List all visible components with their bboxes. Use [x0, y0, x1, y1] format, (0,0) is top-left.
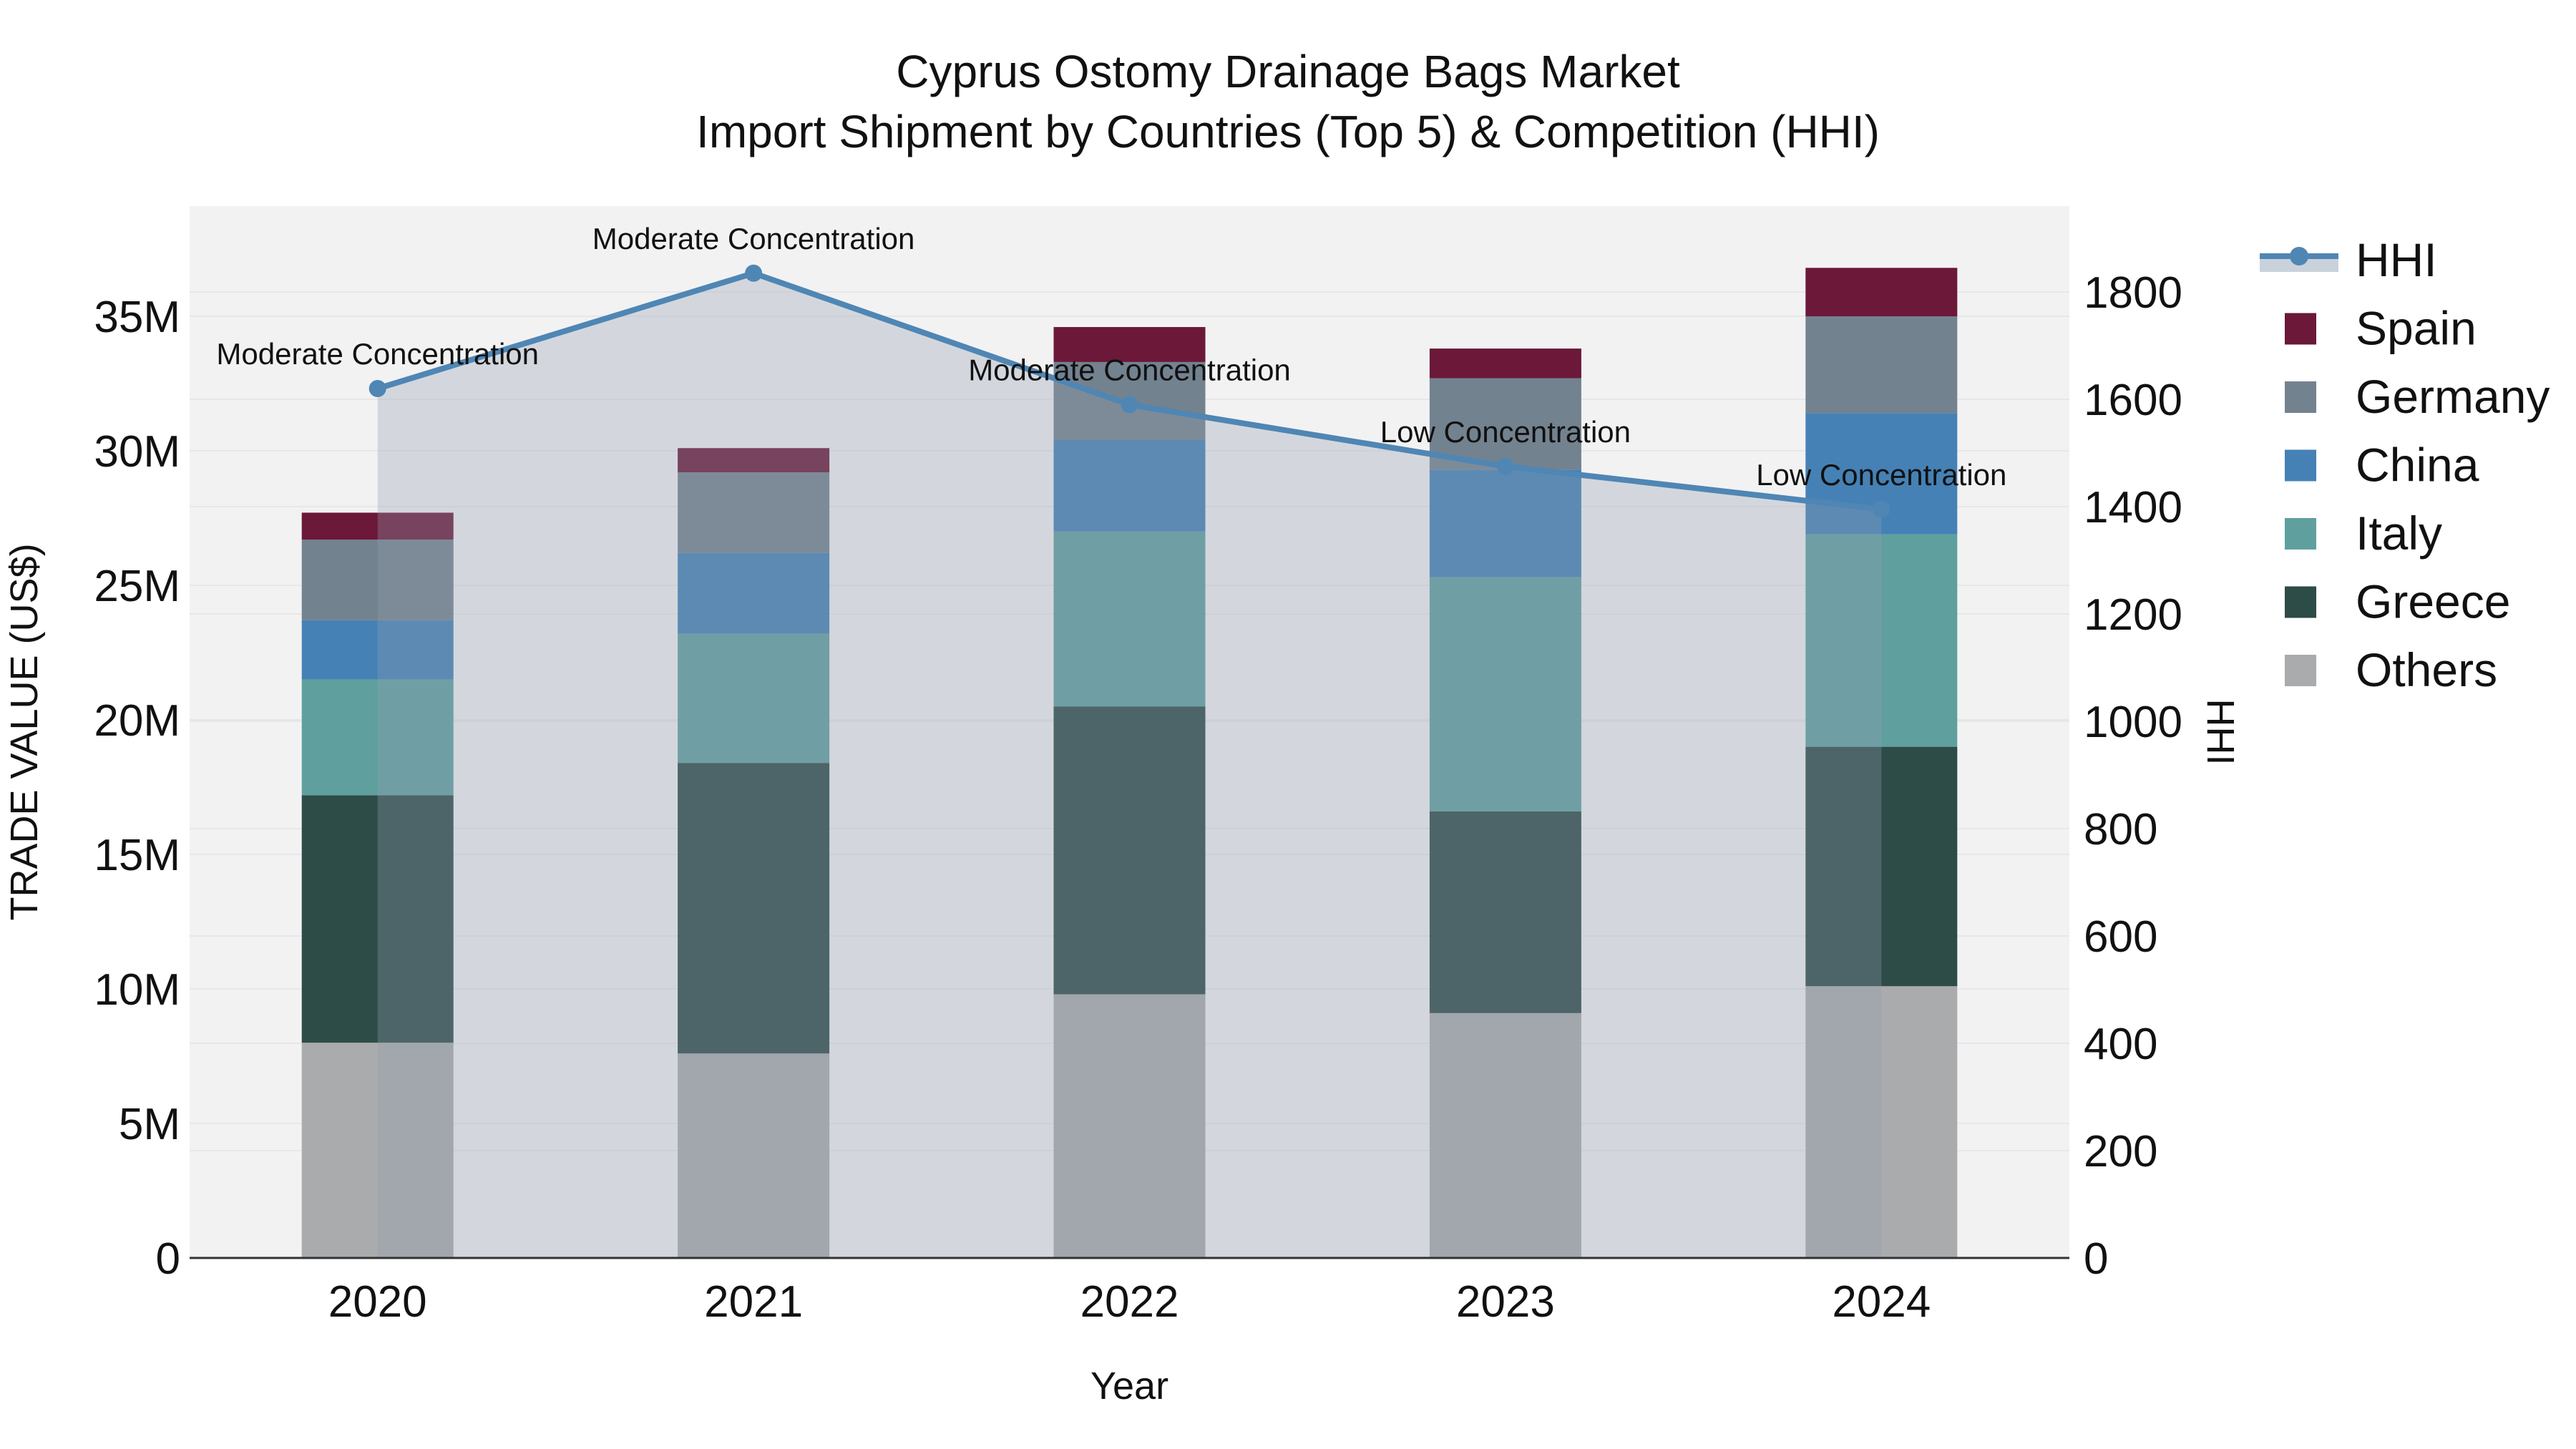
bar-segment-germany-2023[interactable]: [1429, 378, 1581, 470]
hhi-marker-2024[interactable]: [1873, 500, 1890, 518]
chart-title-line2: Import Shipment by Countries (Top 5) & C…: [696, 106, 1880, 157]
annotation-2021: Moderate Concentration: [592, 222, 915, 255]
annotation-2022: Moderate Concentration: [968, 353, 1291, 387]
y-left-tick-0: 0: [156, 1234, 180, 1284]
y-right-tick-1200: 1200: [2084, 590, 2182, 640]
y-left-tick-15M: 15M: [94, 831, 180, 880]
bar-segment-spain-2024[interactable]: [1805, 268, 1958, 316]
chart-title: Cyprus Ostomy Drainage Bags Market Impor…: [0, 42, 2576, 162]
bar-segment-greece-2022[interactable]: [1053, 706, 1206, 995]
legend-item-others[interactable]: Others: [2285, 643, 2497, 696]
y-left-tick-20M: 20M: [94, 696, 180, 746]
legend-hhi-marker-sample: [2290, 247, 2308, 265]
y-left-tick-35M: 35M: [94, 293, 180, 342]
bar-segment-germany-2024[interactable]: [1805, 316, 1958, 414]
legend-swatch-spain: [2285, 313, 2316, 345]
bar-segment-italy-2023[interactable]: [1429, 577, 1581, 811]
bar-segment-germany-2021[interactable]: [678, 472, 830, 553]
x-tick-label-2024: 2024: [1832, 1277, 1931, 1327]
y-left-tick-25M: 25M: [94, 562, 180, 611]
legend-swatch-others: [2285, 655, 2316, 686]
y-right-tick-800: 800: [2084, 805, 2157, 854]
legend-swatch-italy: [2285, 518, 2316, 550]
bar-segment-greece-2021[interactable]: [678, 763, 830, 1054]
bar-segment-others-2024[interactable]: [1805, 986, 1958, 1258]
legend-label-greece: Greece: [2356, 575, 2510, 628]
bar-segment-italy-2020[interactable]: [301, 679, 454, 796]
hhi-marker-2020[interactable]: [369, 380, 386, 397]
bar-segment-italy-2022[interactable]: [1053, 531, 1206, 707]
hhi-marker-2022[interactable]: [1121, 396, 1138, 414]
x-tick-label-2022: 2022: [1080, 1277, 1179, 1327]
legend-swatch-germany: [2285, 381, 2316, 413]
hhi-marker-2023[interactable]: [1496, 457, 1514, 475]
x-tick-label-2023: 2023: [1456, 1277, 1555, 1327]
annotation-2020: Moderate Concentration: [216, 337, 539, 371]
bar-segment-spain-2020[interactable]: [301, 512, 454, 540]
y-right-tick-1400: 1400: [2084, 483, 2182, 532]
x-tick-label-2020: 2020: [328, 1277, 427, 1327]
y-right-axis-title: HHI: [2199, 699, 2242, 766]
hhi-marker-2021[interactable]: [745, 264, 763, 282]
legend-label-others: Others: [2356, 643, 2497, 696]
legend-label-germany: Germany: [2356, 370, 2550, 423]
y-right-tick-0: 0: [2084, 1234, 2108, 1284]
y-left-tick-10M: 10M: [94, 965, 180, 1015]
legend-swatch-china: [2285, 449, 2316, 482]
legend-item-greece[interactable]: Greece: [2285, 575, 2510, 628]
y-left-tick-30M: 30M: [94, 427, 180, 477]
bar-segment-spain-2021[interactable]: [678, 448, 830, 473]
legend-item-hhi[interactable]: HHI: [2260, 233, 2437, 286]
x-axis-title: Year: [1091, 1365, 1169, 1407]
y-right-tick-1000: 1000: [2084, 698, 2182, 747]
bar-segment-others-2023[interactable]: [1429, 1013, 1581, 1258]
y-left-axis-title: TRADE VALUE (US$): [3, 543, 46, 920]
legend-item-spain[interactable]: Spain: [2285, 302, 2477, 355]
legend-swatch-greece: [2285, 586, 2316, 618]
bar-segment-spain-2023[interactable]: [1429, 348, 1581, 379]
bar-segment-greece-2020[interactable]: [301, 795, 454, 1043]
bar-segment-others-2022[interactable]: [1053, 994, 1206, 1258]
legend-label-china: China: [2356, 439, 2479, 492]
legend-label-italy: Italy: [2356, 507, 2442, 560]
y-right-tick-1600: 1600: [2084, 376, 2182, 425]
bar-segment-china-2021[interactable]: [678, 552, 830, 634]
legend-item-china[interactable]: China: [2285, 439, 2479, 492]
bar-segment-others-2020[interactable]: [301, 1043, 454, 1258]
bar-segment-spain-2022[interactable]: [1053, 327, 1206, 362]
annotation-2024: Low Concentration: [1756, 458, 2006, 492]
legend-item-germany[interactable]: Germany: [2285, 370, 2550, 423]
y-right-tick-600: 600: [2084, 912, 2157, 962]
bar-segment-china-2022[interactable]: [1053, 439, 1206, 532]
bar-segment-greece-2023[interactable]: [1429, 811, 1581, 1013]
annotation-2023: Low Concentration: [1380, 415, 1631, 449]
bar-segment-china-2023[interactable]: [1429, 469, 1581, 577]
bar-segment-italy-2024[interactable]: [1805, 534, 1958, 747]
legend-label-hhi: HHI: [2356, 233, 2437, 286]
bar-segment-others-2021[interactable]: [678, 1053, 830, 1258]
y-right-tick-400: 400: [2084, 1020, 2157, 1069]
legend-item-italy[interactable]: Italy: [2285, 507, 2442, 560]
hhi-area-fill: [377, 273, 1882, 1258]
bar-segment-italy-2021[interactable]: [678, 633, 830, 763]
bar-segment-china-2020[interactable]: [301, 620, 454, 680]
y-right-tick-1800: 1800: [2084, 268, 2182, 318]
y-left-tick-5M: 5M: [119, 1100, 180, 1149]
y-right-tick-200: 200: [2084, 1127, 2157, 1176]
bar-segment-germany-2020[interactable]: [301, 540, 454, 620]
x-tick-label-2021: 2021: [704, 1277, 803, 1327]
bar-segment-greece-2024[interactable]: [1805, 746, 1958, 987]
chart-title-line1: Cyprus Ostomy Drainage Bags Market: [896, 46, 1680, 97]
legend-label-spain: Spain: [2356, 302, 2477, 355]
